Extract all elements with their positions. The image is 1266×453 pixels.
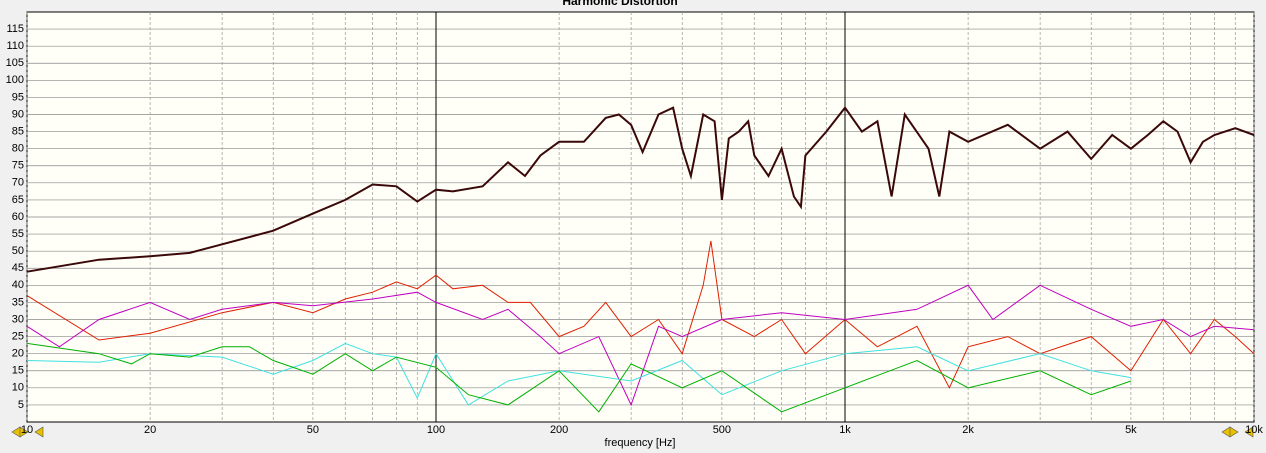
y-tick-label: 60 — [12, 211, 24, 223]
series-line — [26, 342, 1132, 413]
y-tick-label: 20 — [12, 348, 24, 360]
x-tick-label: 50 — [307, 424, 319, 436]
y-tick-label: 45 — [12, 262, 24, 274]
y-tick-label: 80 — [12, 143, 24, 155]
y-tick-label: 70 — [12, 177, 24, 189]
series-line — [26, 342, 1131, 406]
y-tick-label: 5 — [18, 399, 24, 411]
y-tick-label: 10 — [12, 382, 24, 394]
y-tick-label: 25 — [12, 330, 24, 342]
y-tick-label: 85 — [12, 125, 24, 137]
y-tick-label: 115 — [6, 23, 24, 35]
y-tick-label: 50 — [12, 245, 24, 257]
y-tick-label: 40 — [12, 279, 24, 291]
y-tick-label: 110 — [6, 40, 24, 52]
y-tick-label: 15 — [12, 365, 24, 377]
y-tick-label: 35 — [12, 296, 24, 308]
y-tick-label: 65 — [12, 194, 24, 206]
x-tick-label: 20 — [144, 424, 156, 436]
y-tick-label: 95 — [12, 91, 24, 103]
x-tick-label: 10 — [21, 424, 33, 436]
y-tick-label: 30 — [12, 313, 24, 325]
x-tick-label: 500 — [713, 424, 731, 436]
scroll-right[interactable] — [1221, 426, 1254, 438]
scroll-left[interactable] — [11, 426, 44, 438]
y-tick-label: 75 — [12, 160, 24, 172]
x-tick-label: 1k — [839, 424, 851, 436]
x-tick-label: 2k — [962, 424, 974, 436]
series-line — [26, 106, 1255, 273]
y-tick-label: 90 — [12, 108, 24, 120]
series-line — [26, 240, 1255, 389]
x-tick-label: 200 — [550, 424, 568, 436]
x-axis-label: frequency [Hz] — [605, 437, 676, 449]
x-tick-label: 100 — [427, 424, 445, 436]
y-tick-label: 100 — [6, 74, 24, 86]
chart-title: Harmonic Distortion — [562, 0, 677, 8]
x-tick-label: 10k — [1245, 424, 1263, 436]
y-tick-label: 55 — [12, 228, 24, 240]
series-line — [26, 284, 1255, 407]
y-tick-label: 105 — [6, 57, 24, 69]
x-tick-label: 5k — [1125, 424, 1137, 436]
